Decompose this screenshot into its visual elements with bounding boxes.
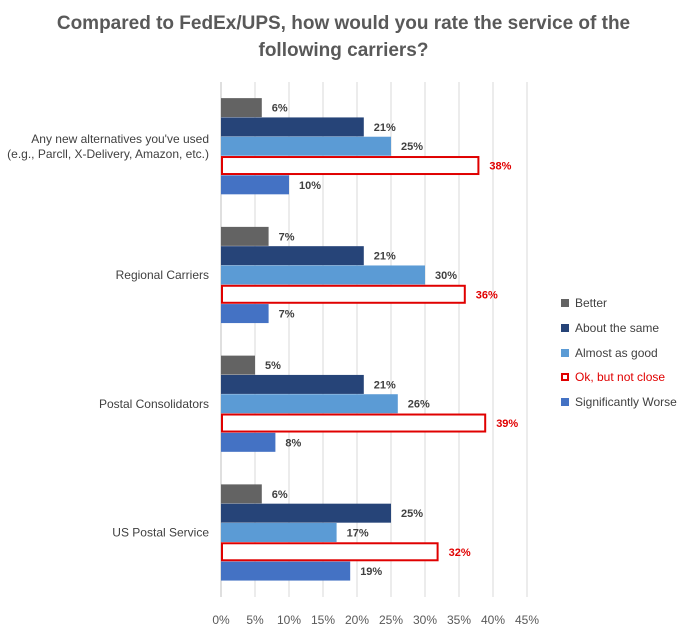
x-tick-label: 30% <box>413 613 437 627</box>
bar <box>221 226 269 246</box>
bar <box>221 265 425 285</box>
x-tick-label: 15% <box>311 613 335 627</box>
x-tick-label: 20% <box>345 613 369 627</box>
bar <box>221 175 289 195</box>
bar <box>221 542 439 562</box>
data-label: 10% <box>299 180 321 192</box>
legend-swatch <box>561 373 569 382</box>
data-label: 6% <box>272 489 288 501</box>
data-label: 39% <box>496 418 518 430</box>
category-label: Regional Carriers <box>116 268 209 282</box>
data-label: 32% <box>449 547 471 559</box>
data-label: 8% <box>285 437 301 449</box>
bar <box>221 355 255 375</box>
legend-swatch <box>561 324 569 333</box>
data-label: 5% <box>265 360 281 372</box>
legend-swatch <box>561 299 569 308</box>
chart-title: Compared to FedEx/UPS, how would you rat… <box>56 13 631 61</box>
bar <box>221 136 391 156</box>
data-label: 7% <box>279 309 295 321</box>
legend-item: About the same <box>561 316 677 341</box>
bar <box>221 432 276 452</box>
bar <box>221 413 487 433</box>
data-label: 25% <box>401 508 423 520</box>
bar <box>221 156 480 176</box>
bar <box>221 98 262 118</box>
data-label: 30% <box>435 270 457 282</box>
category-label: US Postal Service <box>112 526 209 540</box>
legend-swatch <box>561 398 569 407</box>
legend-label: Better <box>575 296 608 311</box>
category-label: (e.g., Parcll, X-Delivery, Amazon, etc.) <box>7 147 209 161</box>
bar <box>221 246 364 266</box>
data-label: 25% <box>401 141 423 153</box>
data-label: 6% <box>272 103 288 115</box>
bar <box>221 561 351 581</box>
bar <box>221 503 391 523</box>
legend-label: About the same <box>575 321 660 336</box>
x-tick-label: 40% <box>481 613 505 627</box>
data-label: 19% <box>360 566 382 578</box>
x-tick-label: 10% <box>277 613 301 627</box>
bar <box>221 522 337 542</box>
data-label: 21% <box>374 122 396 134</box>
x-tick-label: 25% <box>379 613 403 627</box>
legend-swatch <box>561 348 569 357</box>
data-label: 21% <box>374 251 396 263</box>
x-tick-label: 35% <box>447 613 471 627</box>
legend-label: Significantly Worse <box>575 395 677 410</box>
bar <box>221 374 364 394</box>
category-label: Postal Consolidators <box>99 397 209 411</box>
legend-label: Ok, but not close <box>575 370 666 385</box>
data-label: 17% <box>347 527 369 539</box>
data-label: 26% <box>408 399 430 411</box>
bar <box>221 304 269 324</box>
data-label: 7% <box>279 231 295 243</box>
x-tick-label: 0% <box>212 613 230 627</box>
category-label: Any new alternatives you've used <box>31 132 209 146</box>
legend-label: Almost as good <box>575 345 658 360</box>
data-label: 38% <box>489 161 511 173</box>
bar <box>221 394 398 414</box>
legend-item: Ok, but not close <box>561 365 677 390</box>
bar <box>221 284 466 304</box>
x-tick-label: 5% <box>246 613 264 627</box>
data-label: 36% <box>476 289 498 301</box>
x-tick-label: 45% <box>515 613 539 627</box>
bar <box>221 484 262 504</box>
chart-legend: Better About the same Almost as good Ok, bu… <box>561 291 677 414</box>
bar <box>221 117 364 137</box>
data-label: 21% <box>374 379 396 391</box>
legend-item: Almost as good <box>561 340 677 365</box>
legend-item: Significantly Worse <box>561 390 677 415</box>
legend-item: Better <box>561 291 677 316</box>
